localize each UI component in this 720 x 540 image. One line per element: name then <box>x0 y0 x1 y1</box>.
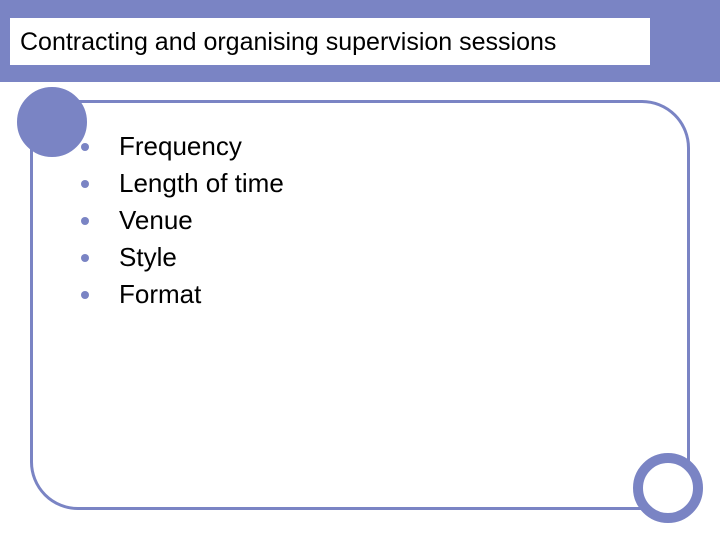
bullet-label: Style <box>119 242 177 273</box>
list-item: Frequency <box>81 131 284 162</box>
corner-accent-top-left <box>17 87 87 157</box>
list-item: Style <box>81 242 284 273</box>
bullet-icon <box>81 217 89 225</box>
bullet-label: Venue <box>119 205 193 236</box>
content-frame: Frequency Length of time Venue Style For… <box>30 100 690 510</box>
bullet-label: Frequency <box>119 131 242 162</box>
list-item: Venue <box>81 205 284 236</box>
bullet-icon <box>81 180 89 188</box>
list-item: Length of time <box>81 168 284 199</box>
bullet-label: Format <box>119 279 201 310</box>
list-item: Format <box>81 279 284 310</box>
title-underline <box>10 70 650 72</box>
bullet-icon <box>81 291 89 299</box>
title-box: Contracting and organising supervision s… <box>10 18 650 65</box>
bullet-icon <box>81 254 89 262</box>
bullet-icon <box>81 143 89 151</box>
corner-accent-bottom-right <box>633 453 703 523</box>
slide-title: Contracting and organising supervision s… <box>20 28 640 57</box>
bullet-list: Frequency Length of time Venue Style For… <box>81 131 284 316</box>
bullet-label: Length of time <box>119 168 284 199</box>
